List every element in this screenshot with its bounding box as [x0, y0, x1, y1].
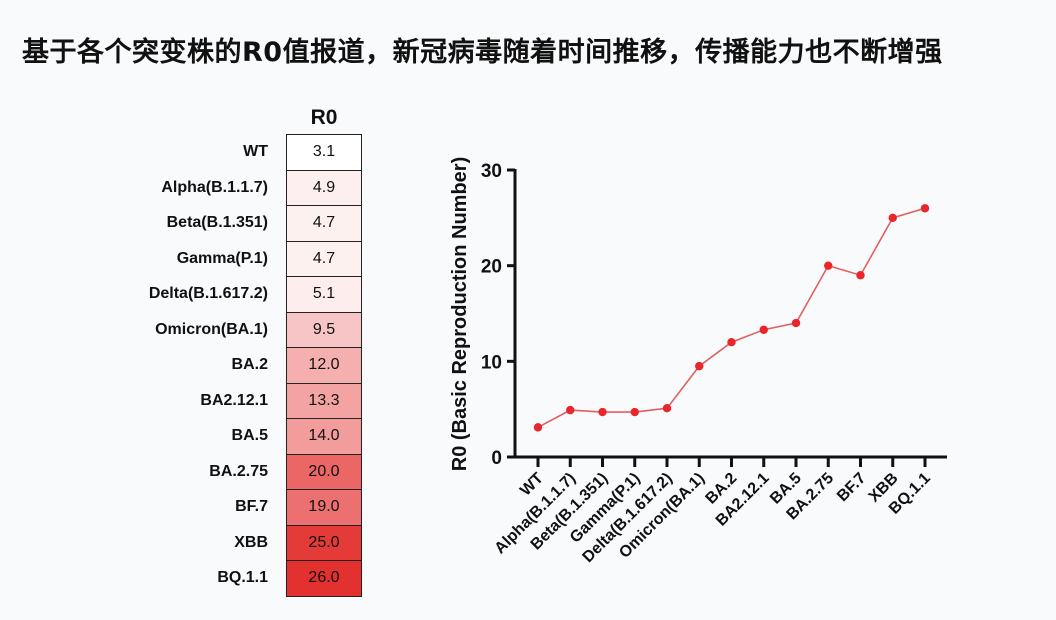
y-tick-label: 20	[481, 257, 502, 278]
heatmap-row-label: BA.2	[231, 356, 268, 373]
page-title: 基于各个突变株的R0值报道，新冠病毒随着时间推移，传播能力也不断增强	[22, 37, 943, 68]
heatmap-row-label: Gamma(P.1)	[176, 249, 268, 267]
heatmap-cell: 4.7	[286, 205, 362, 242]
heatmap-cell: 4.9	[286, 169, 362, 206]
data-point	[533, 423, 543, 432]
data-point	[566, 405, 575, 415]
data-point	[759, 325, 768, 334]
heatmap-row: BQ.1.1 26.0	[0, 560, 362, 597]
data-point	[630, 407, 639, 417]
heatmap-row: Omicron(BA.1) 9.5	[0, 311, 362, 348]
data-point	[791, 318, 801, 328]
heatmap-row-label: Omicron(BA.1)	[155, 320, 268, 338]
heatmap-row-label: XBB	[234, 533, 268, 551]
heatmap-row: Gamma(P.1) 4.7	[0, 240, 362, 277]
series-line	[537, 207, 926, 429]
heatmap-row: XBB 25.0	[0, 524, 362, 561]
heatmap-cell: 25.0	[286, 524, 362, 561]
heatmap-row-label: Delta(B.1.617.2)	[148, 285, 268, 302]
data-point	[856, 271, 865, 280]
heatmap-row-label: BA.5	[231, 427, 268, 444]
y-tick-label: 0	[491, 448, 502, 469]
heatmap-cell: 13.3	[286, 382, 362, 419]
heatmap-row-label: BF.7	[235, 498, 268, 515]
data-point	[920, 204, 930, 213]
heatmap-cell: 9.5	[286, 311, 362, 348]
data-point	[598, 407, 607, 417]
data-point	[662, 404, 672, 413]
x-tick-label: BF.7	[834, 470, 869, 505]
heatmap-cell: 19.0	[286, 489, 362, 526]
heatmap-row-label: BA.2.75	[209, 462, 268, 480]
y-tick-label: 10	[481, 352, 502, 373]
heatmap-row-label: Alpha(B.1.1.7)	[161, 178, 268, 196]
data-point	[824, 261, 833, 270]
data-point	[695, 361, 704, 371]
heatmap-row: BF.7 19.0	[0, 489, 362, 526]
heatmap-cell: 26.0	[286, 560, 362, 597]
y-tick-label: 30	[481, 161, 502, 182]
heatmap-row: Beta(B.1.351) 4.7	[0, 205, 362, 242]
heatmap-cell: 4.7	[286, 240, 362, 277]
heatmap-header: R0	[310, 106, 338, 129]
heatmap-row: BA2.12.1 13.3	[0, 382, 362, 419]
data-point	[888, 213, 897, 223]
heatmap-row-label: BQ.1.1	[217, 569, 268, 586]
data-point	[727, 338, 736, 347]
heatmap-row-label: BA2.12.1	[200, 391, 268, 409]
heatmap-cell: 14.0	[286, 418, 362, 455]
y-axis-label: R0 (Basic Reproduction Number)	[449, 157, 471, 471]
heatmap-row: Alpha(B.1.1.7) 4.9	[0, 169, 362, 206]
heatmap-row-label: WT	[243, 143, 268, 160]
heatmap-row: BA.5 14.0	[0, 418, 362, 455]
heatmap-row-label: Beta(B.1.351)	[166, 214, 268, 231]
